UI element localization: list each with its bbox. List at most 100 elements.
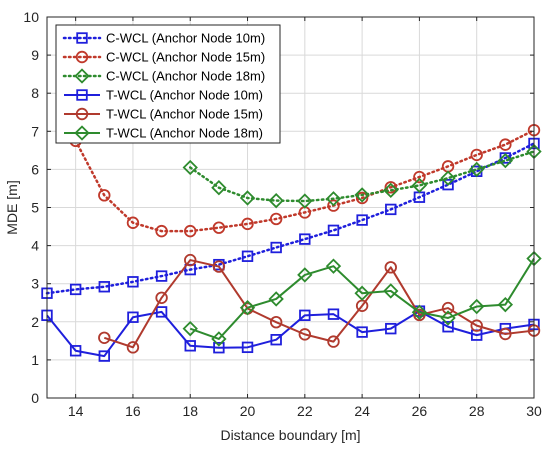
data-point: [354, 187, 370, 203]
y-tick-label: 1: [31, 352, 39, 368]
series-line: [188, 150, 536, 203]
data-point: [155, 306, 168, 318]
data-point: [327, 199, 340, 212]
legend-label: C-WCL (Anchor Node 18m): [106, 69, 265, 84]
data-point: [268, 291, 284, 307]
y-tick-label: 0: [31, 390, 39, 406]
data-point: [413, 170, 426, 184]
data-point: [127, 276, 139, 288]
y-tick-label: 4: [31, 238, 39, 254]
data-point: [442, 321, 454, 333]
series-line: [103, 259, 535, 349]
data-point: [182, 159, 198, 176]
data-point: [211, 331, 227, 347]
data-point: [268, 192, 284, 209]
data-point: [269, 315, 283, 329]
data-point: [385, 203, 397, 216]
y-tick-label: 8: [31, 85, 39, 101]
data-point: [299, 233, 311, 245]
x-tick-label: 24: [354, 403, 370, 419]
data-point: [213, 342, 225, 354]
data-point: [239, 190, 256, 206]
ticks: 14 16 18 20 22 24 26 28 30 0 1 2 3 4 5 6 7 8 9 10: [23, 9, 542, 419]
data-point: [98, 189, 111, 202]
x-tick-label: 18: [182, 403, 198, 419]
data-point: [297, 267, 313, 283]
data-point: [127, 311, 139, 323]
y-tick-label: 9: [31, 47, 39, 63]
data-point: [497, 152, 514, 169]
data-point: [184, 224, 197, 238]
data-point: [327, 335, 340, 348]
data-point: [356, 214, 368, 226]
legend-item: T-WCL (Anchor Node 18m): [64, 125, 263, 141]
y-tick-label: 5: [31, 200, 39, 216]
legend-label: C-WCL (Anchor Node 10m): [106, 31, 265, 46]
data-point: [441, 301, 455, 315]
legend-item: T-WCL (Anchor Node 10m): [64, 88, 263, 103]
data-point: [212, 260, 226, 273]
data-point: [69, 283, 82, 296]
y-tick-label: 6: [31, 161, 39, 177]
data-point: [470, 319, 483, 332]
data-point: [385, 322, 397, 335]
data-point: [499, 138, 512, 151]
data-point: [98, 350, 110, 362]
data-point: [413, 308, 426, 322]
data-point: [269, 212, 283, 226]
series-2: [69, 123, 541, 238]
legend-marker: [75, 50, 89, 64]
data-point: [297, 193, 313, 209]
legend-item: C-WCL (Anchor Node 18m): [62, 68, 265, 84]
y-tick-label: 7: [31, 123, 39, 139]
x-tick-label: 28: [469, 403, 485, 419]
data-point: [155, 291, 168, 304]
y-tick-label: 2: [31, 314, 39, 330]
legend-marker: [74, 68, 90, 84]
series-line: [74, 128, 536, 233]
data-point: [155, 224, 168, 238]
series-6: [182, 250, 542, 347]
data-point: [470, 148, 483, 162]
legend-box: [55, 24, 281, 144]
y-tick-label: 10: [23, 9, 39, 25]
data-point: [383, 182, 399, 199]
data-point: [299, 309, 311, 322]
legend-marker: [75, 107, 89, 121]
data-point: [241, 341, 254, 354]
data-point: [270, 241, 282, 254]
data-point: [241, 217, 254, 231]
data-point: [69, 345, 82, 357]
data-point: [440, 170, 456, 186]
y-axis-label: MDE [m]: [4, 180, 20, 234]
data-point: [440, 310, 456, 326]
data-point: [298, 328, 312, 341]
legend-marker: [76, 89, 88, 101]
legend-marker: [74, 125, 90, 141]
data-point: [155, 270, 168, 282]
data-point: [184, 340, 196, 352]
x-axis-label: Distance boundary [m]: [220, 427, 360, 443]
data-point: [354, 285, 370, 301]
data-point: [126, 341, 140, 354]
data-point: [184, 253, 197, 267]
data-point: [497, 296, 514, 313]
x-tick-label: 22: [297, 403, 313, 419]
data-point: [355, 191, 369, 205]
legend-label: C-WCL (Anchor Node 15m): [106, 50, 265, 65]
series-3: [182, 143, 542, 209]
x-tick-label: 16: [125, 403, 141, 419]
legend-item: C-WCL (Anchor Node 10m): [62, 31, 265, 46]
data-point: [327, 308, 340, 320]
series-1: [41, 137, 540, 299]
data-point: [126, 216, 140, 229]
data-point: [211, 180, 227, 196]
x-tick-label: 30: [526, 403, 542, 419]
data-point: [442, 178, 454, 191]
data-point: [98, 281, 110, 293]
legend-item: C-WCL (Anchor Node 15m): [62, 50, 265, 65]
x-tick-label: 26: [412, 403, 428, 419]
series-layer: [41, 123, 542, 362]
